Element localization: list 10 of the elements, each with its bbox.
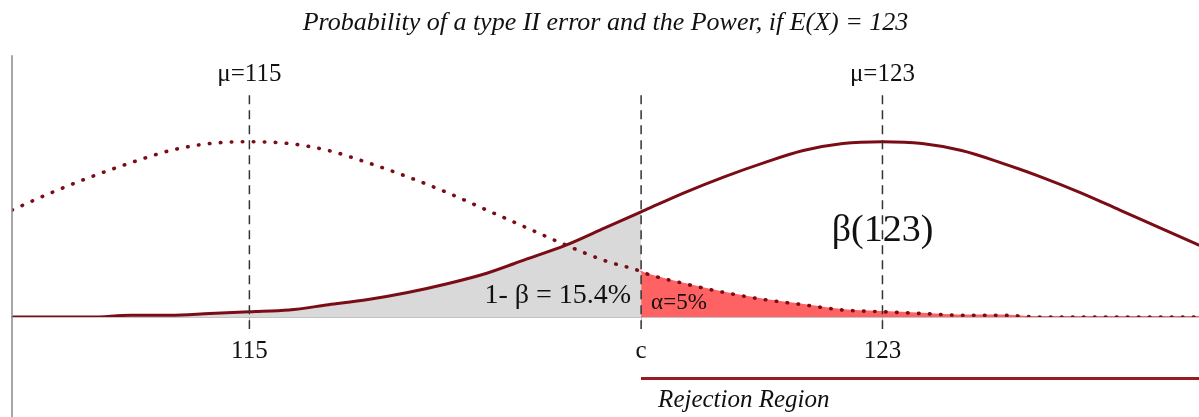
annotation: β(123) (831, 207, 934, 251)
ref-line-label: μ=115 (217, 59, 282, 87)
x-tick-label: 123 (863, 335, 902, 363)
chart-title: Probability of a type II error and the Power, if E(X) = 123 (301, 7, 909, 37)
x-tick-label: 115 (231, 335, 268, 363)
x-tick-label: c (635, 335, 647, 363)
text: Rejection Region (657, 384, 830, 412)
annotation: α=5% (651, 289, 707, 315)
annotation: 1- β = 15.4% (484, 278, 632, 310)
ref-line-label: μ=123 (849, 59, 915, 87)
